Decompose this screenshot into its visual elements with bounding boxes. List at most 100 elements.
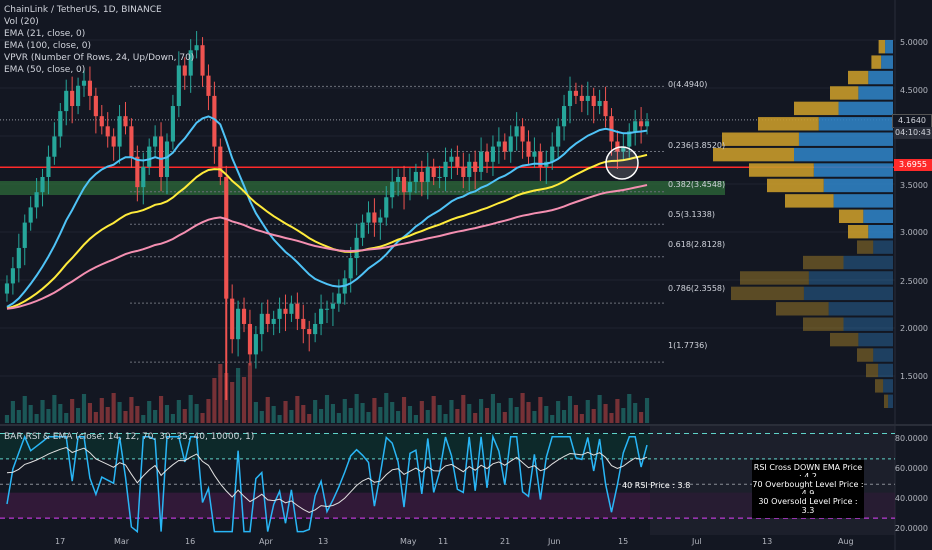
candle	[283, 308, 288, 314]
rsi-oversold-box: 30 Oversold Level Price : 3.3	[752, 494, 864, 518]
volume-bar	[502, 412, 507, 423]
vpvr-up-bar	[863, 209, 893, 223]
candle	[354, 237, 359, 259]
volume-bar	[194, 404, 199, 423]
x-tick: Jun	[548, 537, 561, 546]
vpvr-up-bar	[878, 363, 893, 378]
candle	[4, 283, 10, 294]
candle	[455, 156, 460, 167]
vpvr-down-bar	[857, 348, 874, 362]
candle	[508, 136, 513, 152]
volume-bar	[336, 413, 341, 423]
vpvr-up-bar	[833, 194, 893, 208]
volume-bar	[538, 397, 543, 423]
volume-bar	[200, 413, 205, 423]
volume-bar	[461, 395, 466, 423]
volume-bar	[170, 414, 175, 423]
volume-bar	[76, 408, 81, 423]
volume-bar	[567, 396, 573, 423]
volume-bar	[544, 406, 549, 423]
vpvr-up-bar	[818, 117, 893, 131]
rsi-indicator-legend[interactable]: BAR RSI & EMA (close, 14, 12, 70, 30, 35…	[4, 432, 255, 442]
candle	[390, 182, 395, 198]
fib-level-1: 1(1.7736)	[668, 341, 708, 350]
volume-bar	[354, 394, 359, 423]
candle	[70, 90, 75, 107]
x-tick: Jul	[692, 537, 702, 546]
symbol-title[interactable]: ChainLink / TetherUS, 1D, BINANCE	[4, 5, 162, 15]
candle	[366, 212, 371, 223]
volume-bar	[633, 403, 638, 423]
candle	[384, 197, 389, 218]
volume-bar	[342, 399, 347, 423]
vpvr-down-bar	[875, 379, 884, 393]
vpvr-up-bar	[873, 240, 893, 254]
volume-bar	[87, 403, 93, 423]
candle	[158, 136, 164, 177]
vpvr-up-bar	[798, 132, 893, 146]
x-tick: 11	[438, 537, 449, 546]
vpvr-up-bar	[858, 86, 893, 100]
rsi-lower-band	[0, 492, 650, 519]
fib-level-0236: 0.236(3.8520)	[668, 141, 726, 150]
volume-bar	[253, 402, 258, 423]
candle	[271, 318, 276, 324]
vpvr-up-bar	[843, 317, 893, 331]
candle	[473, 161, 478, 172]
volume-bar	[384, 393, 389, 423]
vpvr-up-bar	[843, 255, 893, 270]
vpvr-down-bar	[749, 163, 814, 177]
candle	[627, 131, 632, 147]
volume-bar	[348, 408, 353, 423]
indicator-ema21[interactable]: EMA (21, close, 0)	[4, 29, 86, 39]
volume-bar	[561, 410, 567, 423]
rsi-ema-line	[6, 446, 648, 513]
candle	[295, 303, 300, 319]
volume-bar	[176, 400, 181, 423]
volume-bar	[135, 406, 140, 423]
indicator-volume[interactable]: Vol (20)	[4, 17, 39, 27]
candle	[603, 100, 608, 117]
candle	[206, 75, 211, 96]
vpvr-up-bar	[868, 225, 893, 239]
y-tick: 3.5000	[900, 181, 928, 190]
indicator-ema100[interactable]: EMA (100, close, 0)	[4, 41, 92, 51]
volume-bar	[419, 401, 424, 423]
candle	[567, 90, 573, 107]
candle	[561, 106, 567, 127]
x-tick: Aug	[838, 537, 854, 546]
volume-bar	[289, 410, 294, 423]
candle	[93, 95, 98, 117]
vpvr-down-bar	[857, 240, 874, 254]
volume-bar	[22, 396, 27, 423]
volume-bar	[627, 394, 632, 423]
candle	[449, 156, 454, 162]
candle	[153, 136, 158, 147]
candle	[58, 111, 63, 137]
volume-bar	[283, 401, 288, 423]
vpvr-up-bar	[838, 101, 893, 116]
vpvr-down-bar	[713, 147, 794, 162]
candle	[644, 121, 650, 127]
volume-bar	[514, 407, 519, 423]
candle	[81, 80, 87, 86]
indicator-ema50[interactable]: EMA (50, close, 0)	[4, 65, 86, 75]
support-zone	[0, 181, 725, 195]
y-tick: 4.5000	[900, 86, 928, 95]
vpvr-up-bar	[858, 332, 893, 347]
candle	[496, 141, 501, 147]
rsi-tick: 40.0000	[894, 494, 928, 503]
indicator-vpvr[interactable]: VPVR (Number Of Rows, 24, Up/Down, 70)	[4, 53, 195, 63]
volume-bar	[105, 407, 110, 423]
volume-bar	[259, 411, 264, 423]
countdown-tag: 04:10:43	[894, 127, 932, 139]
candle	[289, 303, 294, 314]
volume-bar	[413, 415, 418, 423]
candle	[324, 308, 330, 310]
candle	[46, 156, 51, 177]
volume-bar	[111, 393, 116, 423]
volume-bar	[182, 409, 187, 423]
ema21-line	[6, 115, 648, 308]
volume-bar	[16, 410, 21, 423]
